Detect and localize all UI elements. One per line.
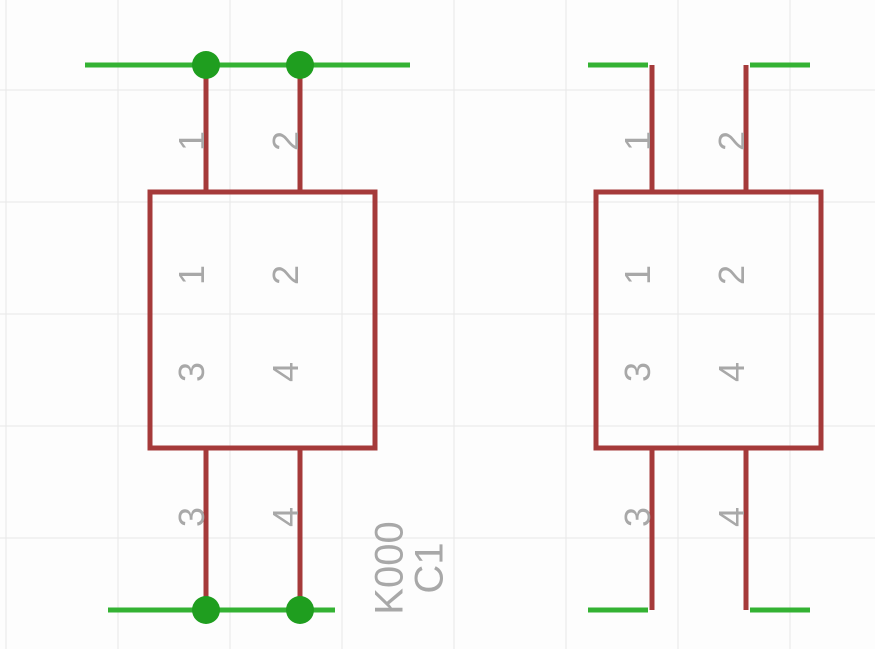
pin-label-outside: 1 [617, 130, 659, 150]
pin-label-inside: 3 [617, 362, 659, 382]
pin-label-inside: 1 [171, 265, 213, 285]
pin-label-inside: 3 [171, 362, 213, 382]
pin-label-outside: 2 [265, 130, 307, 150]
pin-label-inside: 4 [265, 362, 307, 382]
junction-dot [286, 51, 314, 79]
component-designator: C1 [408, 542, 453, 593]
pin-label-outside: 2 [711, 130, 753, 150]
pin-label-outside: 1 [171, 130, 213, 150]
pin-label-inside: 1 [617, 265, 659, 285]
pin-label-inside: 4 [711, 362, 753, 382]
component-part-number: K000 [368, 521, 413, 614]
junction-dot [192, 596, 220, 624]
pin-label-outside: 4 [711, 507, 753, 527]
pin-label-inside: 2 [265, 265, 307, 285]
pin-label-outside: 3 [617, 507, 659, 527]
pin-label-outside: 3 [171, 507, 213, 527]
junction-dot [286, 596, 314, 624]
junction-dot [192, 51, 220, 79]
pin-label-inside: 2 [711, 265, 753, 285]
pin-label-outside: 4 [265, 507, 307, 527]
component-body[interactable] [596, 192, 821, 448]
